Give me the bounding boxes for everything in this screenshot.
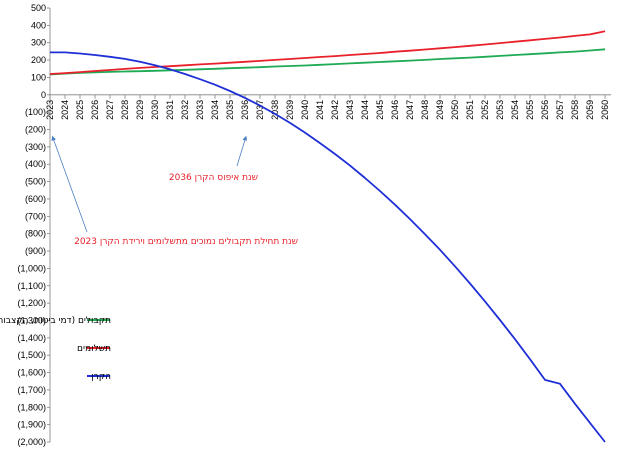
y-tick-label: (1,600): [17, 368, 46, 378]
x-tick-label: 2057: [555, 100, 565, 120]
y-tick-label: (2,000): [17, 437, 46, 447]
y-tick-label: 300: [31, 38, 46, 48]
legend-label-0: תקבולים (דמי ביטוח, הקצבות אוצר המדינה ו…: [0, 316, 111, 326]
y-tick-label: (1,700): [17, 385, 46, 395]
y-tick-label: (500): [25, 177, 46, 187]
y-tick-label: (200): [25, 125, 46, 135]
series-line-1: [49, 30, 606, 75]
y-tick-label: 400: [31, 20, 46, 30]
y-tick-label: 100: [31, 72, 46, 82]
x-tick-label: 2059: [585, 100, 595, 120]
x-tick-label: 2033: [195, 100, 205, 120]
x-tick-label: 2049: [435, 100, 445, 120]
series-line-0: [49, 48, 606, 76]
annotation-arrow-2036: [236, 135, 248, 167]
legend-label-2: הקרן: [91, 372, 111, 382]
x-tick-label: 2041: [315, 100, 325, 120]
x-tick-label: 2045: [375, 100, 385, 120]
x-axis: 2023 2024 2025 2026 2027 2028 2029 2030 2031 2032…: [45, 94, 611, 120]
y-axis: 500 400 300 200 100 0 (100) (200) (300) (400) (500…: [17, 3, 51, 447]
x-tick-label: 2053: [495, 100, 505, 120]
y-tick-label: 500: [31, 3, 46, 13]
x-tick-label: 2027: [105, 100, 115, 120]
x-tick-label: 2048: [420, 100, 430, 120]
annotation-arrow-2023: [51, 135, 88, 233]
x-tick-label: 2060: [600, 100, 610, 120]
y-tick-label: (1,000): [17, 263, 46, 273]
x-tick-label: 2040: [300, 100, 310, 120]
annotations: 2036 שנת איפוס הקרן 2023 שנת תחילת תקבולי…: [51, 135, 298, 247]
x-tick-label: 2047: [405, 100, 415, 120]
y-tick-label: (600): [25, 194, 46, 204]
y-tick-label: (1,400): [17, 333, 46, 343]
x-tick-label: 2054: [510, 100, 520, 120]
x-tick-label: 2024: [60, 100, 70, 120]
x-tick-label: 2039: [285, 100, 295, 120]
x-tick-label: 2029: [135, 100, 145, 120]
x-tick-label: 2028: [120, 100, 130, 120]
y-tick-label: (1,800): [17, 402, 46, 412]
y-tick-label: (1,100): [17, 281, 46, 291]
x-tick-label: 2025: [75, 100, 85, 120]
x-tick-label: 2050: [450, 100, 460, 120]
legend-label-1: תשלומים: [77, 344, 111, 354]
x-tick-label: 2043: [345, 100, 355, 120]
x-tick-label: 2052: [480, 100, 490, 120]
x-tick-label: 2026: [90, 100, 100, 120]
y-tick-label: (900): [25, 246, 46, 256]
x-tick-label: 2036: [240, 100, 250, 120]
annotation-2036: 2036 שנת איפוס הקרן: [169, 173, 258, 183]
x-tick-label: 2031: [165, 100, 175, 120]
y-tick-label: (400): [25, 159, 46, 169]
x-tick-label: 2056: [540, 100, 550, 120]
legend: תקבולים (דמי ביטוח, הקצבות אוצר המדינה ו…: [0, 316, 111, 382]
y-tick-label: (1,500): [17, 350, 46, 360]
y-tick-label: (1,200): [17, 298, 46, 308]
y-tick-label: (800): [25, 229, 46, 239]
y-tick-label: 0: [41, 90, 46, 100]
series-layer: [49, 30, 606, 443]
y-tick-label: (300): [25, 142, 46, 152]
y-tick-label: (1,900): [17, 420, 46, 430]
x-tick-label: 2058: [570, 100, 580, 120]
x-tick-label: 2035: [225, 100, 235, 120]
x-tick-label: 2032: [180, 100, 190, 120]
x-tick-label: 2034: [210, 100, 220, 120]
y-tick-label: 200: [31, 55, 46, 65]
y-tick-label: (700): [25, 211, 46, 221]
y-tick-label: (1,300): [17, 315, 46, 325]
x-tick-label: 2051: [465, 100, 475, 120]
x-tick-label: 2023: [45, 100, 55, 120]
x-tick-label: 2042: [330, 100, 340, 120]
x-tick-label: 2037: [255, 100, 265, 120]
x-tick-label: 2044: [360, 100, 370, 120]
x-tick-label: 2030: [150, 100, 160, 120]
x-tick-label: 2046: [390, 100, 400, 120]
series-line-2: [50, 51, 606, 443]
y-tick-label: (100): [25, 107, 46, 117]
x-tick-label: 2038: [270, 100, 280, 120]
annotation-2023: 2023 שנת תחילת תקבולים נמוכים מתשלומים ו…: [74, 237, 298, 247]
x-tick-label: 2055: [525, 100, 535, 120]
